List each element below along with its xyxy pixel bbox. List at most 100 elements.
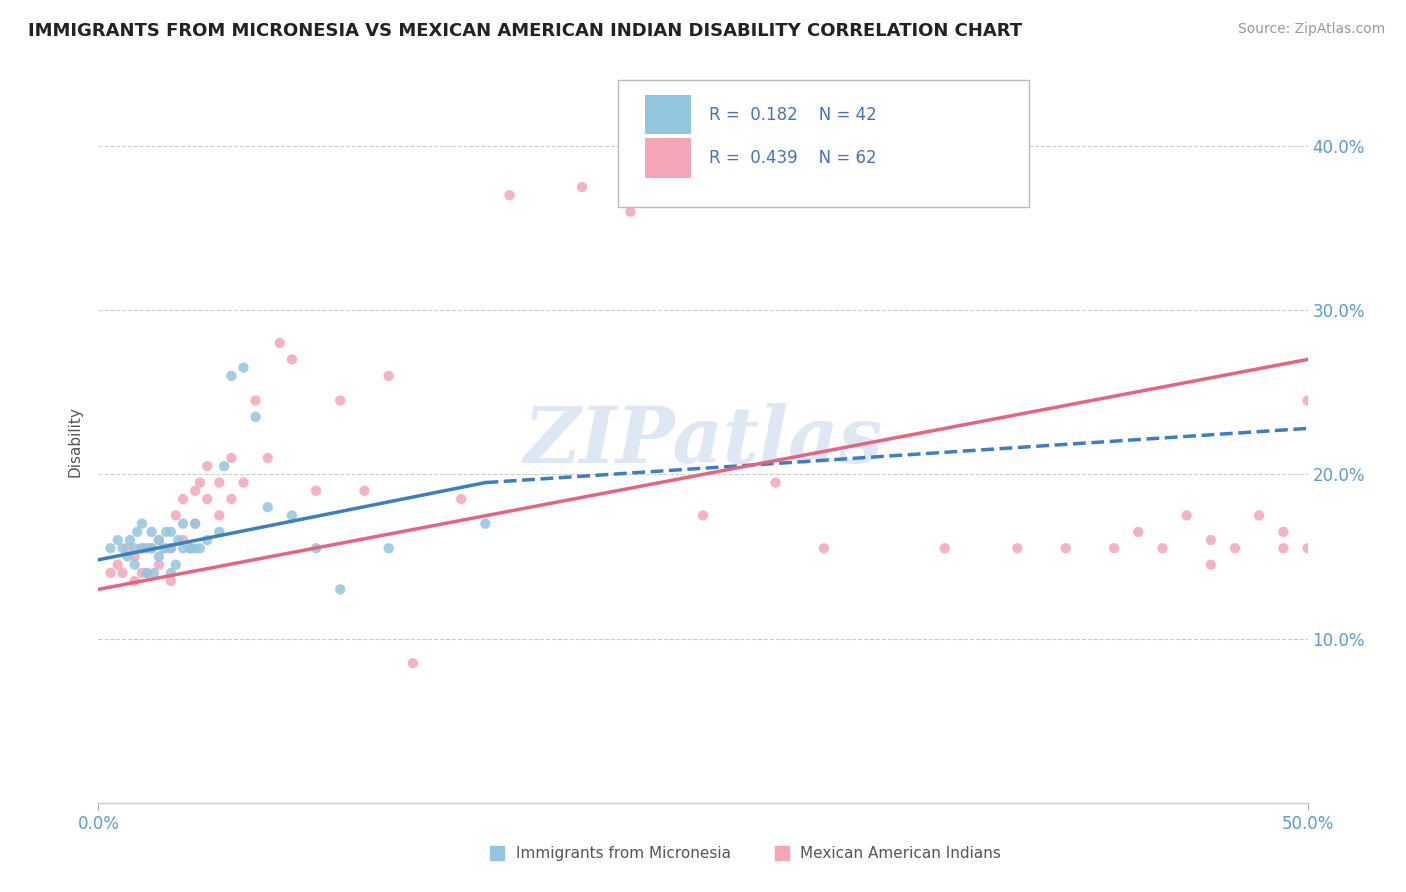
Text: Mexican American Indians: Mexican American Indians [800, 846, 1001, 861]
Point [111, 541, 134, 556]
Point [281, 352, 304, 367]
Point [179, 541, 201, 556]
Point [281, 508, 304, 523]
Point [141, 541, 163, 556]
Point [305, 541, 328, 556]
Point [148, 549, 170, 564]
Text: ZIPatlas: ZIPatlas [523, 403, 883, 480]
Text: Immigrants from Micronesia: Immigrants from Micronesia [516, 846, 731, 861]
Point [813, 541, 835, 556]
Point [232, 360, 254, 375]
Point [934, 541, 956, 556]
Point [172, 541, 194, 556]
Point [131, 541, 153, 556]
Point [1272, 541, 1295, 556]
Point [124, 558, 146, 572]
Point [107, 533, 129, 547]
Point [195, 491, 218, 506]
Point [179, 541, 201, 556]
Point [1175, 508, 1198, 523]
Point [160, 566, 183, 580]
Point [107, 558, 129, 572]
Point [208, 508, 231, 523]
Point [377, 541, 399, 556]
Point [1272, 524, 1295, 539]
Point [160, 541, 183, 556]
Point [1128, 524, 1150, 539]
Point [474, 516, 496, 531]
Point [117, 549, 139, 564]
Point [571, 180, 593, 194]
Point [100, 541, 122, 556]
Text: IMMIGRANTS FROM MICRONESIA VS MEXICAN AMERICAN INDIAN DISABILITY CORRELATION CHA: IMMIGRANTS FROM MICRONESIA VS MEXICAN AM… [28, 22, 1022, 40]
Point [124, 574, 146, 588]
Point [100, 566, 122, 580]
Text: Source: ZipAtlas.com: Source: ZipAtlas.com [1237, 22, 1385, 37]
Point [155, 541, 177, 556]
Point [184, 483, 207, 498]
Point [124, 549, 146, 564]
Point [221, 450, 243, 465]
Point [619, 204, 641, 219]
Point [148, 533, 170, 547]
Point [221, 491, 243, 506]
Point [1054, 541, 1077, 556]
Point [131, 541, 153, 556]
Point [245, 393, 267, 408]
Point [377, 368, 399, 383]
Point [1152, 541, 1174, 556]
Point [135, 566, 157, 580]
Point [111, 566, 134, 580]
Point [305, 483, 328, 498]
Point [184, 516, 207, 531]
Point [1223, 541, 1246, 556]
Point [269, 336, 291, 351]
FancyBboxPatch shape [645, 95, 690, 135]
Point [184, 541, 207, 556]
Point [1296, 541, 1319, 556]
Point [256, 500, 278, 515]
Point [148, 558, 170, 572]
Point [1102, 541, 1125, 556]
Point [765, 475, 787, 490]
Point [155, 524, 177, 539]
Point [167, 533, 190, 547]
Point [1007, 541, 1029, 556]
Point [124, 541, 146, 556]
Y-axis label: Disability: Disability [67, 406, 83, 477]
Point [165, 508, 187, 523]
Point [143, 566, 166, 580]
Point [195, 459, 218, 474]
Point [160, 541, 183, 556]
Text: R =  0.182    N = 42: R = 0.182 N = 42 [709, 105, 877, 124]
Point [117, 541, 139, 556]
Point [188, 541, 211, 556]
Point [860, 188, 883, 202]
Point [141, 541, 163, 556]
Point [131, 566, 153, 580]
Point [1199, 533, 1222, 547]
Point [1296, 393, 1319, 408]
Point [184, 516, 207, 531]
Point [402, 657, 425, 671]
Point [127, 524, 149, 539]
Point [212, 459, 235, 474]
Point [160, 574, 183, 588]
Point [135, 541, 157, 556]
Point [172, 491, 194, 506]
Point [1249, 508, 1271, 523]
Point [208, 475, 231, 490]
Point [135, 566, 157, 580]
Point [353, 483, 375, 498]
Point [1199, 558, 1222, 572]
Point [118, 533, 141, 547]
Point [450, 491, 472, 506]
Point [221, 368, 243, 383]
Point [498, 188, 520, 202]
Text: R =  0.439    N = 62: R = 0.439 N = 62 [709, 149, 877, 167]
Point [692, 508, 714, 523]
Point [208, 524, 231, 539]
Point [188, 475, 211, 490]
Point [148, 533, 170, 547]
Point [256, 450, 278, 465]
